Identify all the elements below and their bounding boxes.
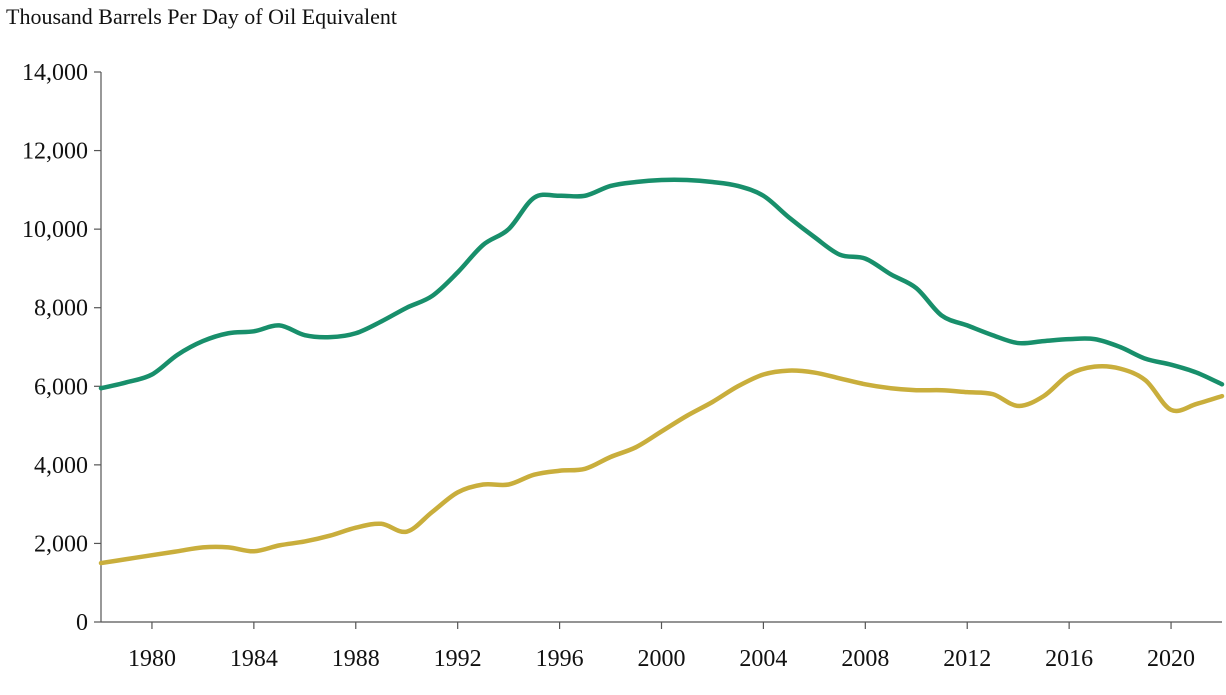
y-tick-label: 14,000 [22, 60, 88, 86]
x-tick-label: 1984 [230, 646, 278, 672]
series-line-2 [98, 363, 1225, 566]
x-tick-label: 1980 [128, 646, 176, 672]
y-tick-label: 8,000 [34, 296, 88, 322]
chart-subtitle: Thousand Barrels Per Day of Oil Equivale… [6, 4, 398, 29]
series-layer [98, 177, 1225, 566]
x-tick-label: 1992 [434, 646, 482, 672]
x-tick-label: 2016 [1045, 646, 1093, 672]
x-tick-label: 1988 [332, 646, 380, 672]
y-tick-label: 0 [76, 610, 88, 636]
axes: 0 2,000 4,000 6,000 8,000 10,000 12,000 14,000 1… [22, 60, 1222, 672]
y-tick-label: 12,000 [22, 139, 88, 165]
series-line-1 [98, 177, 1225, 391]
x-tick-label: 2020 [1147, 646, 1195, 672]
y-tick-label: 6,000 [34, 374, 88, 400]
x-tick-label: 2004 [739, 646, 787, 672]
y-tick-label: 2,000 [34, 531, 88, 557]
x-tick-label: 2000 [638, 646, 686, 672]
y-tick-label: 10,000 [22, 217, 88, 243]
x-tick-label: 1996 [536, 646, 584, 672]
y-tick-label: 4,000 [34, 453, 88, 479]
x-tick-label: 2012 [943, 646, 991, 672]
x-tick-label: 2008 [841, 646, 889, 672]
